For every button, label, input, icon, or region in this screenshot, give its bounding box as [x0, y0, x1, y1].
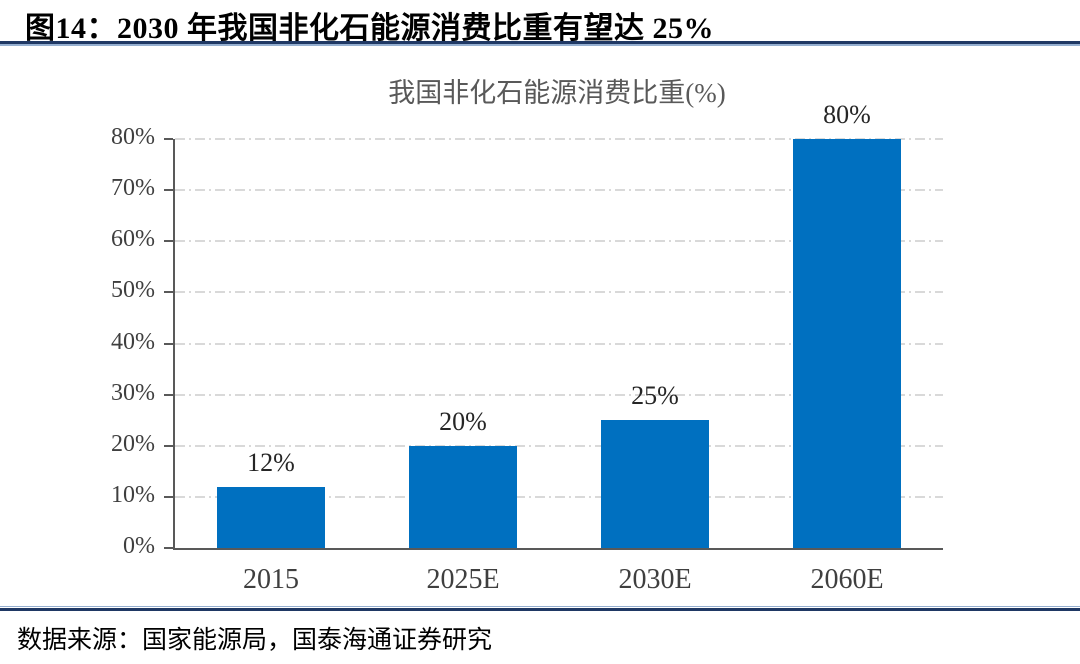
y-axis-tick-label: 40%: [111, 328, 155, 355]
y-axis-tick-20: [164, 444, 173, 447]
gridline-70: [175, 189, 943, 192]
bar-2030E: [601, 420, 709, 548]
y-axis-tick-label: 10%: [111, 481, 155, 508]
bar-chart-plot-area: 0% 10% 20% 30% 40% 50% 60% 70% 80% 12% 2015 20% 2025…: [111, 100, 943, 595]
x-axis-tick-label-2025E: 2025E: [426, 564, 500, 595]
bar-2060E: [793, 139, 901, 548]
y-axis-tick-label: 50%: [111, 277, 155, 304]
gridline-20: [175, 444, 943, 447]
figure-title: 图14：2030 年我国非化石能源消费比重有望达 25%: [25, 12, 714, 45]
bar-2025E: [409, 445, 517, 548]
y-axis-tick-label: 0%: [123, 533, 155, 559]
x-axis-tick-label-2030E: 2030E: [618, 564, 692, 595]
y-axis-tick-label: 70%: [111, 175, 155, 202]
bar-value-label-2030E: 25%: [631, 381, 679, 411]
y-axis-tick-50: [164, 291, 173, 294]
bar-value-label-2060E: 80%: [823, 100, 871, 129]
y-axis-tick-40: [164, 342, 173, 345]
y-axis-tick-0: [164, 547, 173, 549]
y-axis-tick-10: [164, 495, 173, 498]
y-axis-tick-60: [164, 240, 173, 243]
bar-value-label-2025E: 20%: [439, 406, 487, 436]
y-axis-tick-label: 30%: [111, 379, 155, 406]
gridline-30: [175, 393, 943, 396]
header-divider: [0, 41, 1080, 46]
gridline-80: [175, 138, 943, 140]
gridline-50: [175, 291, 943, 294]
x-axis-tick-label-2015: 2015: [243, 564, 299, 595]
y-axis-tick-30: [164, 393, 173, 396]
bar-value-label-2015: 12%: [247, 447, 295, 477]
y-axis-tick-label: 80%: [111, 124, 155, 150]
gridline-40: [175, 342, 943, 345]
x-axis-tick-label-2060E: 2060E: [810, 564, 884, 595]
footer-divider-thin-line: [0, 606, 1080, 607]
header-divider-thin-line: [0, 44, 1080, 46]
y-axis-tick-label: 20%: [111, 430, 155, 457]
y-axis-tick-80: [164, 138, 173, 140]
bar-2015: [217, 486, 325, 548]
footer-divider: [0, 606, 1080, 611]
y-axis-tick-label: 60%: [111, 226, 155, 253]
footer-divider-thick-line: [0, 608, 1080, 611]
gridline-10: [175, 495, 943, 498]
gridline-60: [175, 240, 943, 243]
y-axis-tick-70: [164, 189, 173, 192]
chart-title: 我国非化石能源消费比重(%): [388, 78, 726, 108]
data-source-note: 数据来源：国家能源局，国泰海通证券研究: [17, 627, 493, 654]
header-divider-thick-line: [0, 41, 1080, 44]
footer-divider-gap: [0, 607, 1080, 608]
